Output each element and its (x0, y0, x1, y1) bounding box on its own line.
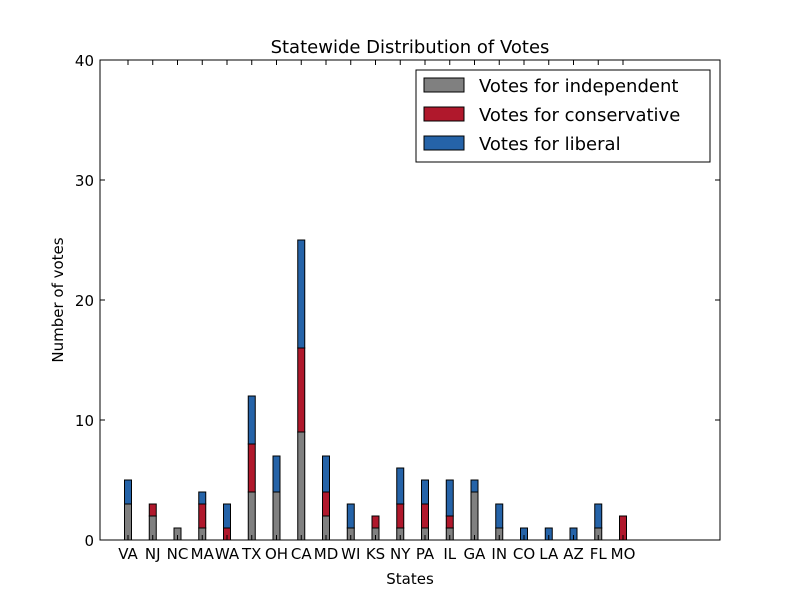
legend-label-3: Votes for liberal (479, 134, 621, 155)
x-tick-label-va: VA (118, 545, 138, 563)
bar-ga-series-1 (470, 491, 479, 541)
x-tick-label-tx: TX (241, 545, 261, 563)
bar-tx-series-1 (247, 491, 256, 541)
x-tick-label-ga: GA (464, 545, 487, 563)
bar-il-series-3 (445, 479, 454, 517)
x-tick-label-la: LA (539, 545, 559, 563)
y-axis-ticks: 0 10 20 30 40 (75, 52, 720, 550)
legend-label-1: Votes for independent (479, 76, 678, 97)
legend-swatch-2 (423, 106, 465, 122)
x-tick-label-il: IL (443, 545, 456, 563)
bar-ga-series-3 (470, 479, 479, 493)
bar-va-series-3 (124, 479, 132, 505)
legend: Votes for independent Votes for conservat… (415, 69, 711, 163)
legend-swatch-3 (423, 135, 465, 151)
x-tick-label-oh: OH (265, 545, 288, 563)
bar-fl-series-3 (594, 503, 603, 529)
y-tick-label: 0 (84, 532, 94, 550)
legend-label-2: Votes for conservative (479, 105, 680, 126)
x-tick-label-ma: MA (191, 545, 215, 563)
x-tick-label-co: CO (513, 545, 535, 563)
x-tick-label-in: IN (491, 545, 507, 563)
bar-ca-series-3 (297, 239, 306, 349)
bar-oh-series-3 (272, 455, 281, 493)
bar-ny-series-3 (396, 467, 405, 505)
x-tick-label-nj: NJ (145, 545, 161, 563)
y-tick-label: 40 (75, 52, 94, 70)
bar-nj-series-2 (148, 503, 157, 517)
bar-wi-series-3 (346, 503, 355, 529)
y-tick-label: 10 (75, 412, 94, 430)
legend-swatch-1 (423, 77, 465, 93)
legend-frame (415, 69, 711, 163)
x-tick-label-nc: NC (167, 545, 189, 563)
y-axis-label: Number of votes (49, 237, 67, 362)
x-tick-label-wa: WA (215, 545, 240, 563)
x-tick-label-pa: PA (416, 545, 435, 563)
x-tick-label-mo: MO (611, 545, 636, 563)
bar-md-series-3 (322, 455, 330, 493)
bar-ks-series-2 (371, 515, 380, 529)
x-tick-label-wi: WI (341, 545, 360, 563)
bar-oh-series-1 (272, 491, 281, 541)
bar-va-series-1 (124, 503, 132, 541)
bar-wa-series-3 (223, 503, 231, 529)
bar-ca-series-2 (297, 347, 306, 433)
y-tick-label: 20 (75, 292, 94, 310)
bar-ny-series-2 (396, 503, 405, 529)
bar-pa-series-2 (421, 503, 429, 529)
bar-ma-series-2 (198, 503, 207, 529)
x-tick-label-fl: FL (590, 545, 608, 563)
bar-md-series-2 (322, 491, 330, 517)
x-tick-label-ks: KS (366, 545, 385, 563)
bar-tx-series-3 (247, 395, 256, 445)
y-tick-label: 30 (75, 172, 94, 190)
x-axis-label: States (386, 570, 434, 588)
bar-in-series-3 (495, 503, 504, 529)
x-axis-ticks: VA NJ NC MA WA TX OH CA MD WI KS NY PA IL GA IN CO LA AZ FL… (118, 60, 635, 563)
chart-title: Statewide Distribution of Votes (271, 37, 550, 58)
x-tick-label-ny: NY (390, 545, 411, 563)
bar-tx-series-2 (247, 443, 256, 493)
bar-ca-series-1 (297, 431, 306, 541)
bar-ma-series-3 (198, 491, 207, 505)
bar-pa-series-3 (421, 479, 429, 505)
bar-il-series-2 (445, 515, 454, 529)
bars-layer (124, 239, 627, 541)
x-tick-label-az: AZ (563, 545, 584, 563)
x-tick-label-md: MD (314, 545, 339, 563)
x-tick-label-ca: CA (291, 545, 312, 563)
